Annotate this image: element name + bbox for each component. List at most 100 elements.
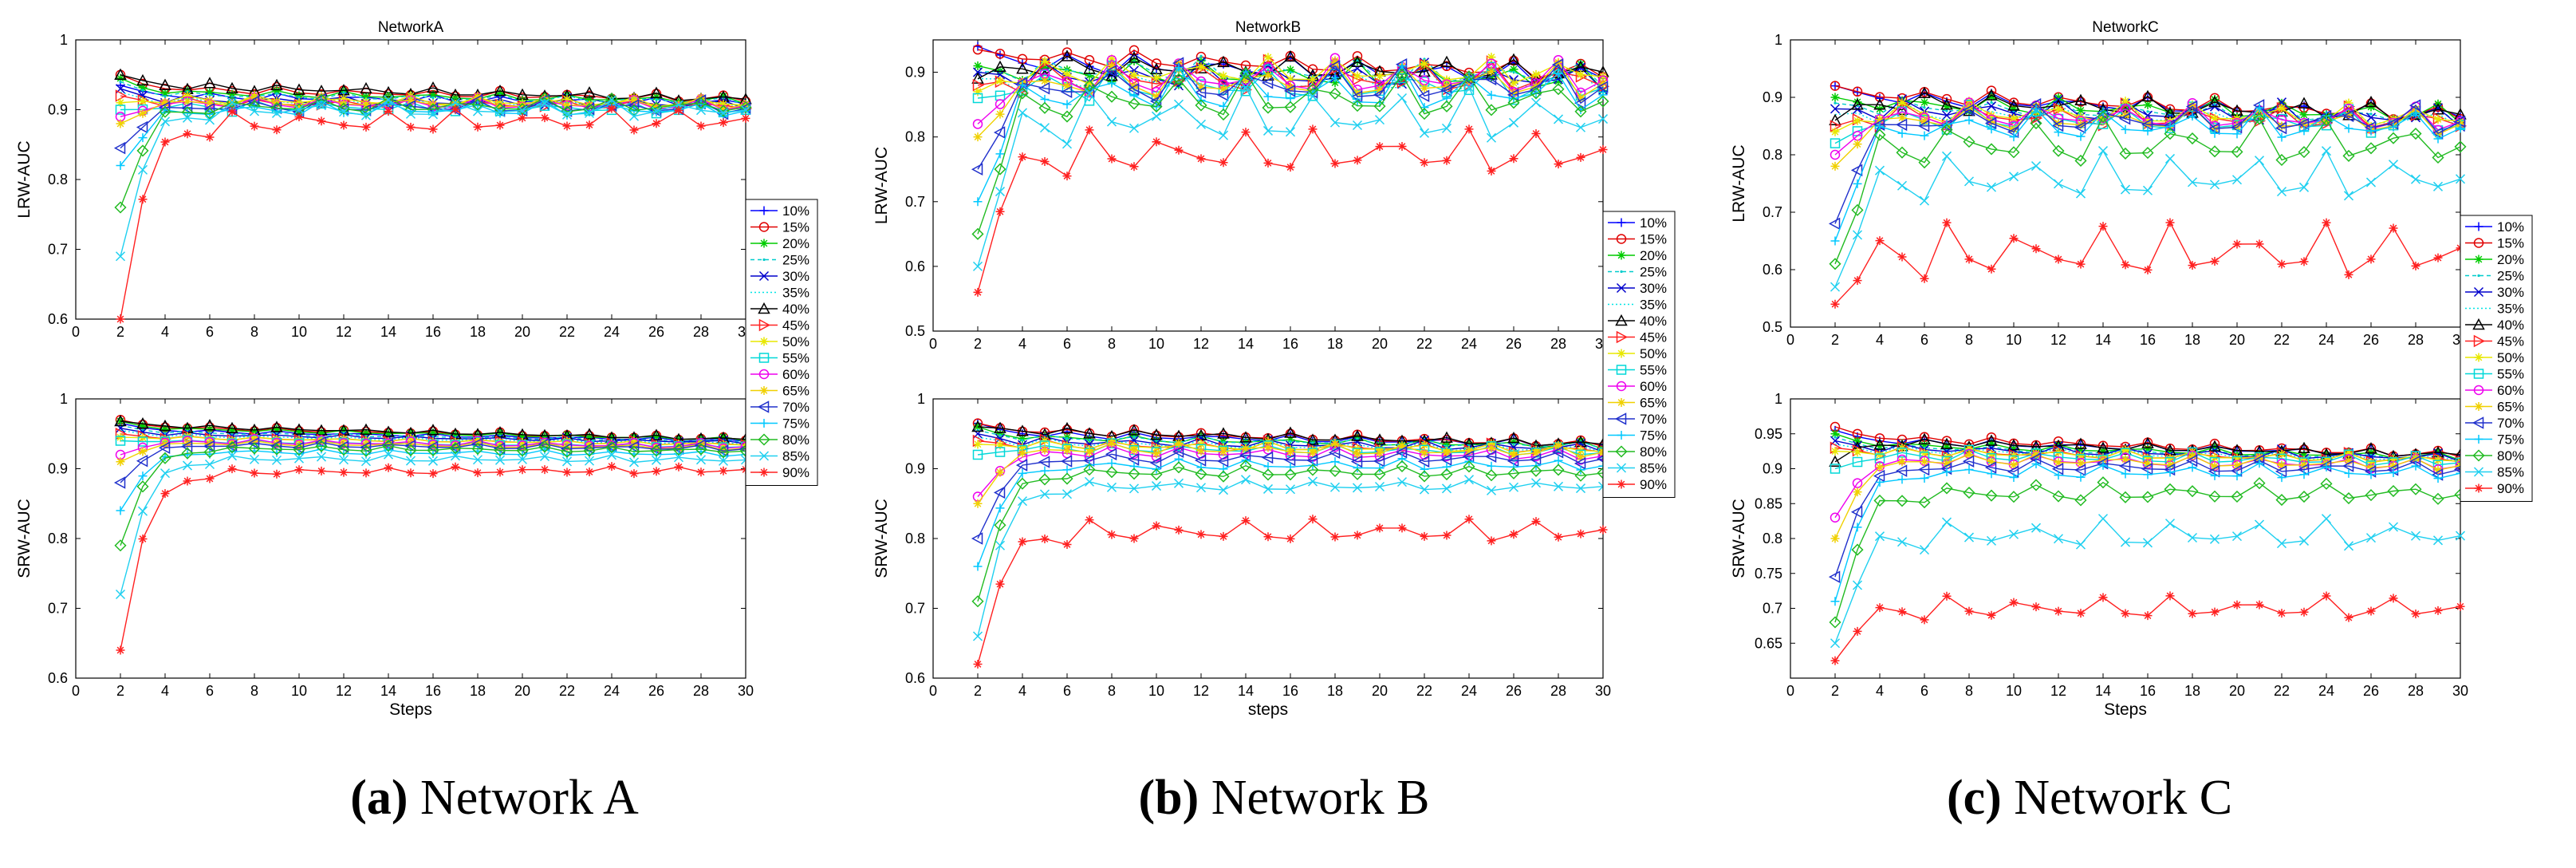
x-tick-label: 18 <box>2184 332 2200 348</box>
data-point <box>2255 103 2264 112</box>
data-point <box>1962 104 1975 116</box>
data-point <box>2255 111 2264 120</box>
data-point <box>995 76 1005 85</box>
caption-c-letter: (c) <box>1946 771 2002 825</box>
data-point <box>275 92 278 95</box>
data-point <box>2119 147 2132 160</box>
data-point <box>2298 441 2310 454</box>
legend-label: 85% <box>782 449 809 464</box>
data-point <box>2054 606 2063 616</box>
y-tick-label: 0.9 <box>48 461 68 477</box>
data-point <box>995 579 1005 589</box>
data-point <box>2164 519 2176 529</box>
data-point <box>2389 455 2398 464</box>
data-point <box>1286 74 1295 84</box>
data-point <box>2365 442 2377 454</box>
legend-label: 45% <box>1640 330 1667 345</box>
data-point <box>2389 594 2398 603</box>
data-point <box>1284 49 1297 62</box>
legend-entry: 65% <box>750 384 809 399</box>
data-point <box>2188 451 2197 460</box>
series-line <box>977 451 1604 539</box>
data-point <box>116 314 125 324</box>
legend-entry: 50% <box>2465 350 2524 365</box>
legend-label: 75% <box>1640 428 1667 444</box>
data-point <box>1920 97 1929 107</box>
data-point <box>1330 73 1340 82</box>
data-point <box>1964 97 1974 106</box>
data-point <box>1105 466 1118 479</box>
data-point <box>2188 112 2197 121</box>
x-tick-label: 2 <box>1831 332 1839 348</box>
data-point <box>1286 534 1295 543</box>
x-tick-label: 20 <box>514 683 530 699</box>
data-point <box>473 437 483 447</box>
data-point <box>1964 606 1974 616</box>
data-point <box>2188 261 2197 270</box>
data-point <box>1016 477 1029 490</box>
data-point <box>1509 65 1518 74</box>
series-90% <box>116 462 750 655</box>
x-tick-label: 26 <box>2363 683 2379 699</box>
data-point <box>1509 450 1518 460</box>
legend-entry: 20% <box>2465 252 2524 267</box>
x-tick-label: 14 <box>380 683 396 699</box>
x-tick-label: 18 <box>2184 683 2200 699</box>
data-point <box>2298 535 2310 546</box>
data-point <box>1039 489 1050 499</box>
data-point <box>451 430 460 440</box>
figure-canvas: 0246810121416182022242628300.60.70.80.91… <box>15 19 2533 719</box>
caption-c-text: Network C <box>2001 771 2233 825</box>
legend-entry: 65% <box>1608 396 1667 411</box>
data-point <box>1987 456 1996 466</box>
data-point <box>540 113 549 123</box>
data-point <box>1196 62 1206 72</box>
data-point <box>2389 122 2398 132</box>
data-point <box>204 115 215 125</box>
series-80% <box>1829 110 2467 270</box>
data-point <box>1986 535 1997 546</box>
data-point <box>2411 610 2420 619</box>
legend-label: 80% <box>782 432 809 448</box>
legend-entry: 10% <box>1608 215 1667 231</box>
data-point <box>1940 482 1953 495</box>
data-point <box>495 449 505 459</box>
y-tick-label: 0.6 <box>905 258 925 274</box>
data-point <box>1195 119 1207 129</box>
data-point <box>1151 481 1162 491</box>
data-point <box>2275 494 2288 507</box>
data-point <box>427 444 439 457</box>
data-point <box>1285 484 1296 495</box>
data-point <box>138 534 148 543</box>
data-point <box>2344 613 2353 622</box>
data-point <box>2208 145 2221 158</box>
data-point <box>1061 110 1073 123</box>
data-point <box>431 96 435 100</box>
data-point <box>971 227 984 240</box>
data-point <box>2344 124 2353 133</box>
y-tick-label: 0.8 <box>48 531 68 546</box>
legend-entry: 35% <box>2465 302 2524 317</box>
data-point <box>2031 105 2041 114</box>
data-point <box>2299 470 2309 479</box>
legend-label: 50% <box>1640 346 1667 361</box>
data-point <box>2342 491 2355 505</box>
data-point <box>1040 76 1050 85</box>
chart-panel-4: 0246810121416182022242628300.50.60.70.80… <box>1730 19 2468 348</box>
data-point <box>1060 85 1073 98</box>
data-point <box>2141 147 2154 160</box>
x-tick-label: 0 <box>72 683 80 699</box>
data-point <box>1420 59 1429 69</box>
y-axis-label: LRW-AUC <box>1730 144 1748 222</box>
data-point <box>2121 455 2130 464</box>
data-point <box>1897 607 1907 617</box>
x-tick-label: 8 <box>1108 683 1116 699</box>
data-point <box>427 109 439 120</box>
data-point <box>995 149 1005 159</box>
legend-box <box>745 199 818 486</box>
series-line <box>1834 444 2461 464</box>
series-85% <box>1830 146 2466 292</box>
x-tick-label: 10 <box>1148 336 1164 352</box>
data-point <box>137 436 148 447</box>
data-point <box>1040 535 1050 544</box>
